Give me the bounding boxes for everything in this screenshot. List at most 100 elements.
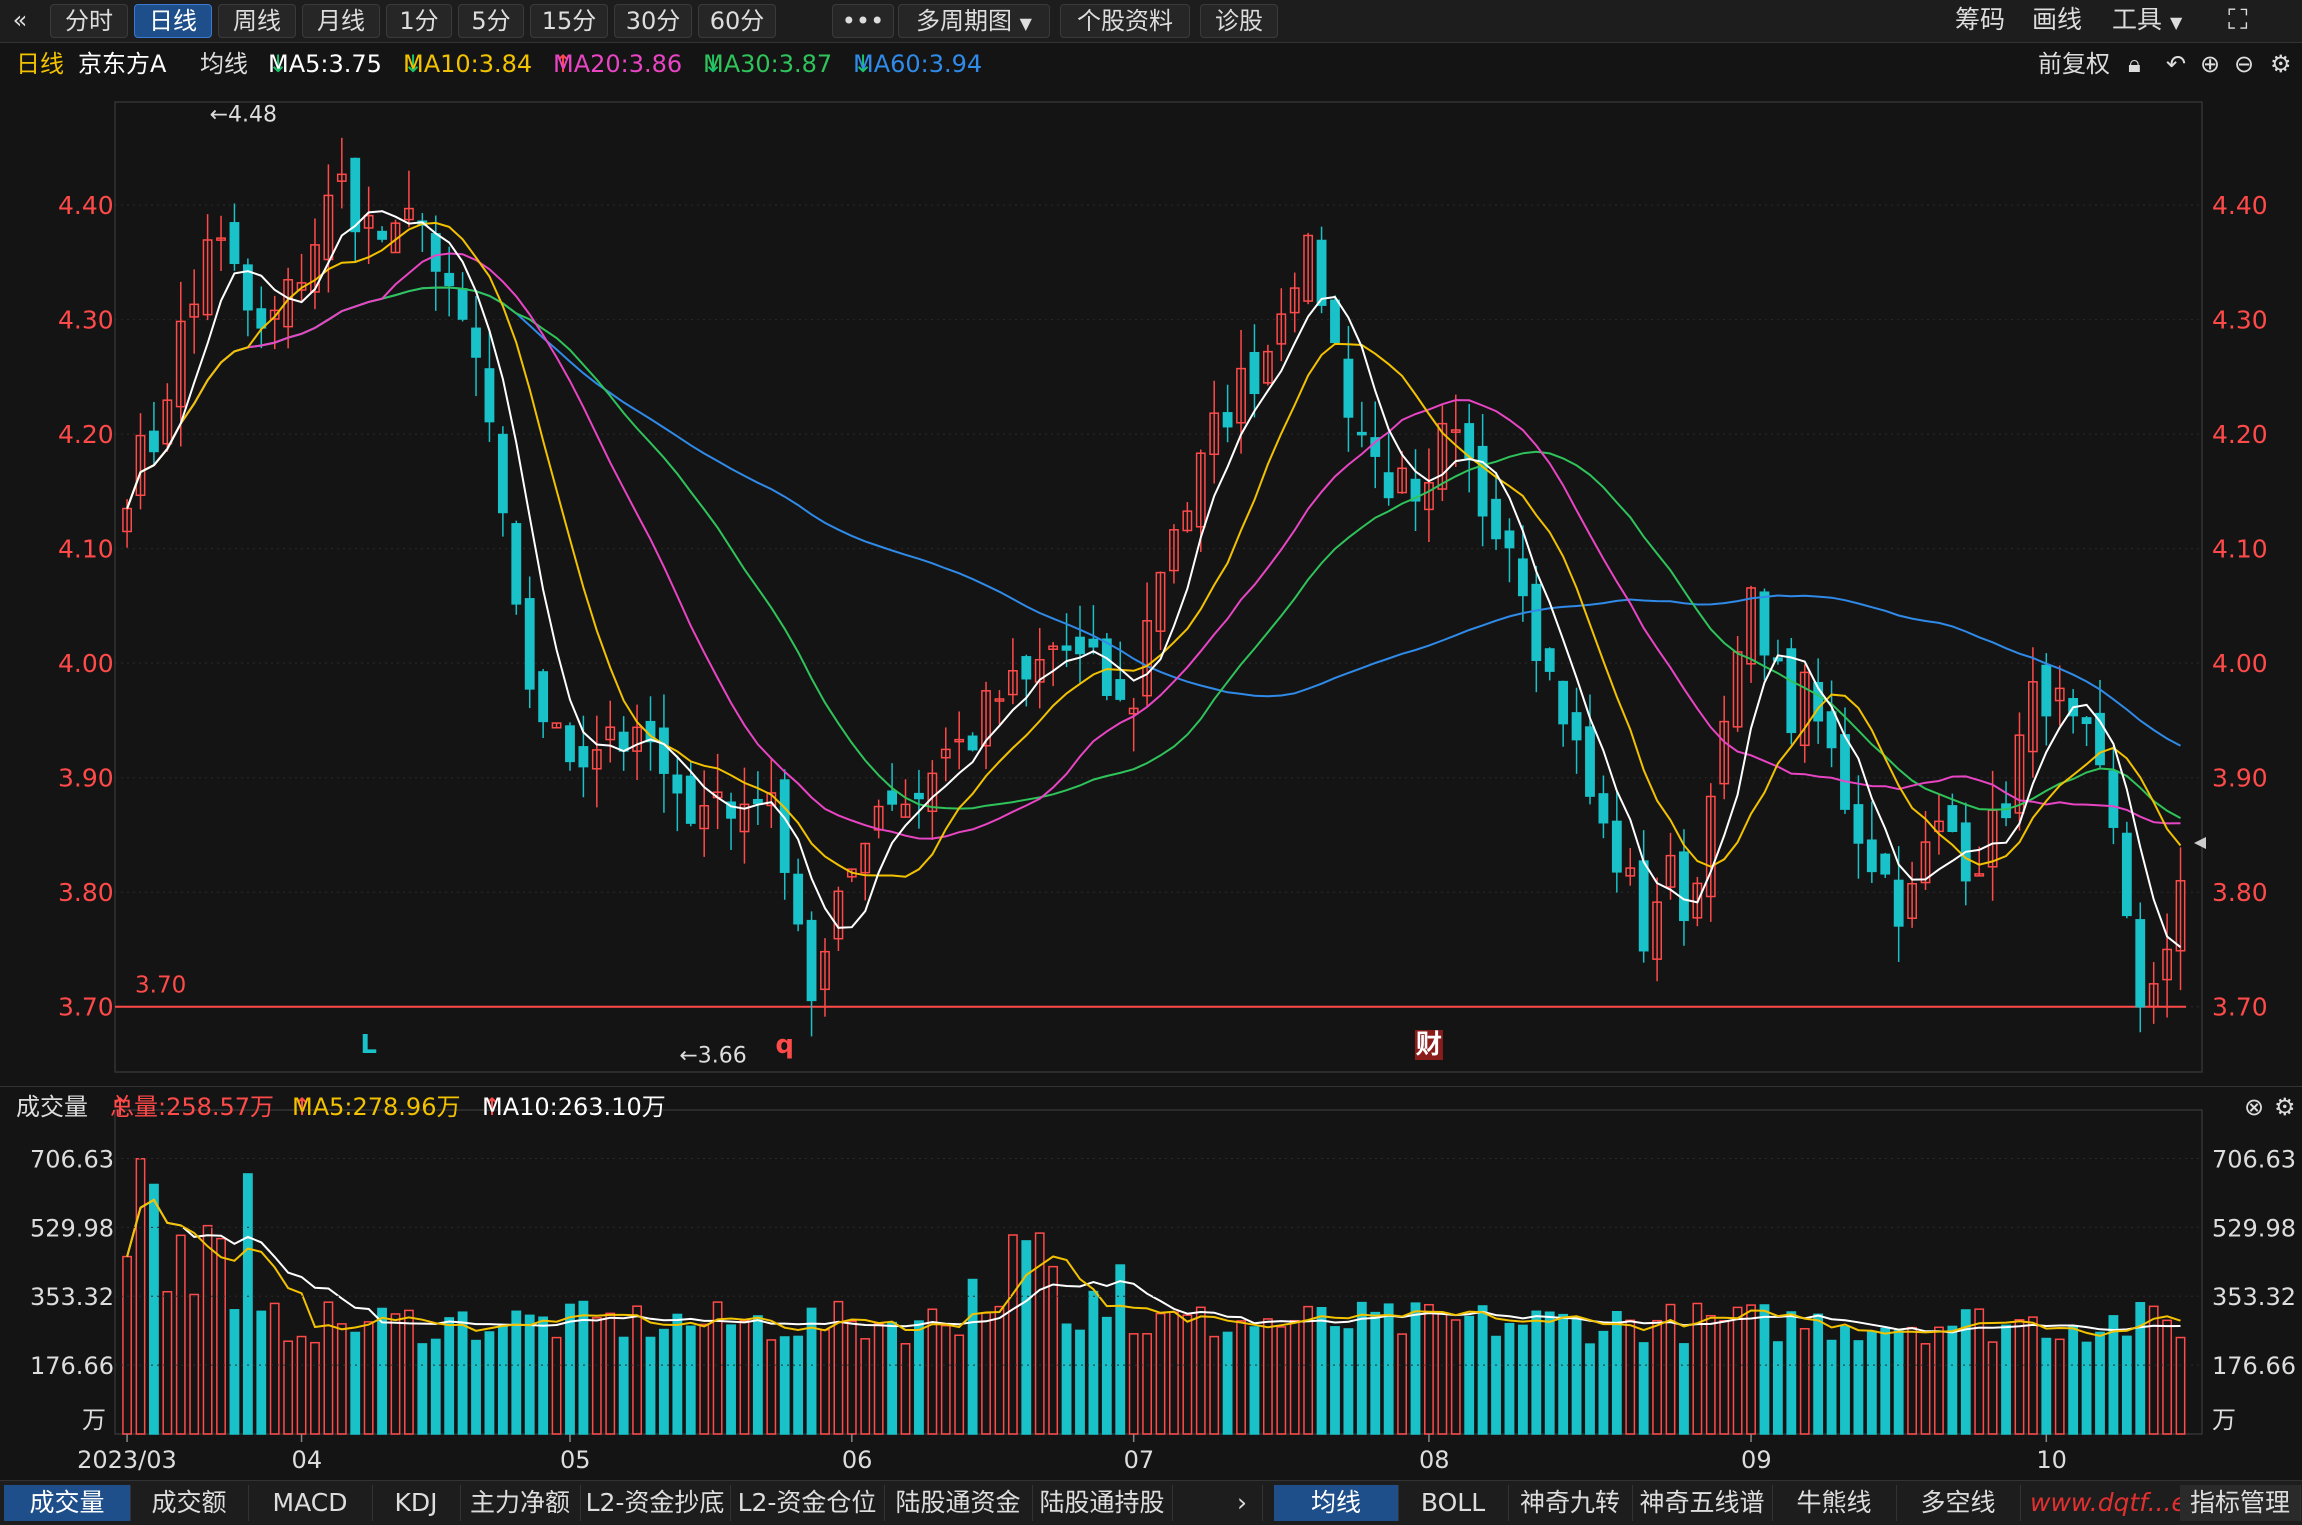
period-tab-8[interactable]: 60分 — [698, 4, 776, 38]
lock-icon[interactable]: 🔒︎ — [2128, 50, 2141, 78]
volume-bar — [1262, 1318, 1273, 1435]
candle-body — [779, 779, 790, 873]
volume-bar — [1088, 1290, 1099, 1435]
overlay-tab-4[interactable]: 牛熊线 — [1772, 1485, 1897, 1521]
volume-bar — [833, 1300, 844, 1435]
adjust-mode[interactable]: 前复权 — [2038, 50, 2110, 78]
candle-body — [1209, 412, 1220, 456]
indicator-tab-5[interactable]: L2-资金抄底 — [580, 1485, 731, 1521]
period-tab-7[interactable]: 30分 — [614, 4, 692, 38]
indicator-tab-3[interactable]: KDJ — [372, 1485, 461, 1521]
indicator-tab-6[interactable]: L2-资金仓位 — [730, 1485, 885, 1521]
candle-body — [524, 598, 535, 690]
volume-bar — [1007, 1234, 1018, 1435]
support-label: 3.70 — [135, 973, 186, 999]
volume-bar — [2081, 1341, 2092, 1435]
indicator-tab-7[interactable]: 陆股通资金 — [884, 1485, 1033, 1521]
multi-period-chart-button[interactable]: 多周期图 ▼ — [898, 4, 1050, 38]
chips-button[interactable]: 筹码 — [1955, 5, 2006, 34]
back-icon[interactable]: « — [12, 6, 28, 34]
candle-body — [538, 671, 549, 723]
overlay-tab-5[interactable]: 多空线 — [1896, 1485, 2021, 1521]
indicator-tab-4[interactable]: 主力净额 — [460, 1485, 581, 1521]
volume-bar — [551, 1336, 562, 1435]
volume-bar — [1746, 1304, 1756, 1435]
volume-bar — [1034, 1232, 1045, 1435]
volume-bar — [591, 1317, 602, 1435]
candle-body — [1075, 636, 1085, 655]
volume-bar — [1585, 1343, 1595, 1435]
stock-info-button[interactable]: 个股资料 — [1060, 4, 1190, 38]
volume-total: 总量:258.57万 ↑ — [110, 1087, 274, 1127]
volume-bar — [793, 1335, 804, 1435]
multi-period-label: 多周期图 — [916, 7, 1013, 35]
volume-bar — [471, 1339, 481, 1435]
candle-body — [981, 690, 991, 747]
candle-body — [1424, 482, 1434, 511]
ma30-text: MA30:3.87 — [703, 50, 833, 78]
overlay-tab-0[interactable]: 均线 — [1274, 1485, 1399, 1521]
overlay-tab-1[interactable]: BOLL — [1398, 1485, 1509, 1521]
indicator-tab-1[interactable]: 成交额 — [130, 1485, 249, 1521]
indicator-tab-8[interactable]: 陆股通持股 — [1032, 1485, 1173, 1521]
period-tab-2[interactable]: 周线 — [218, 4, 296, 38]
volume-bar — [162, 1290, 173, 1435]
zoom-out-icon[interactable]: ⊖ — [2234, 50, 2255, 78]
indicator-tab-2[interactable]: MACD — [248, 1485, 373, 1521]
volume-bar — [846, 1320, 857, 1435]
more-periods-button[interactable]: ••• — [832, 4, 894, 38]
ma-label[interactable]: 均线 — [200, 50, 248, 78]
candle-body — [1316, 239, 1327, 306]
tabs-scroll-right-icon[interactable]: › — [1222, 1485, 1263, 1521]
volume-bar — [175, 1234, 186, 1435]
tools-button[interactable]: 工具 ▼ — [2112, 4, 2182, 36]
period-tab-5[interactable]: 5分 — [458, 4, 524, 38]
volume-bar — [242, 1173, 253, 1435]
volume-bar — [632, 1305, 642, 1435]
overlay-tab-3[interactable]: 神奇五线谱 — [1632, 1485, 1773, 1521]
fullscreen-icon[interactable]: ⛶ — [2228, 3, 2248, 36]
event-marker: q — [775, 1030, 794, 1060]
indicator-manage-button[interactable]: 指标管理 — [2180, 1485, 2301, 1521]
volume-bar — [914, 1320, 924, 1435]
close-icon[interactable]: ⊗ — [2244, 1093, 2265, 1121]
volume-bar — [578, 1300, 589, 1435]
candle-body — [1880, 853, 1891, 875]
period-tab-0[interactable]: 分时 — [50, 4, 128, 38]
overlay-tab-2[interactable]: 神奇九转 — [1508, 1485, 1633, 1521]
volume-bar — [1491, 1335, 1501, 1435]
volume-bar — [1477, 1305, 1488, 1435]
volume-bar — [1383, 1303, 1394, 1435]
settings-gear-icon[interactable]: ⚙ — [2274, 1093, 2296, 1121]
volume-bar — [1169, 1311, 1179, 1435]
draw-line-button[interactable]: 画线 — [2032, 5, 2083, 34]
volume-bar — [1732, 1306, 1743, 1435]
diagnose-button[interactable]: 诊股 — [1200, 4, 1278, 38]
volume-bar — [1907, 1326, 1918, 1435]
indicator-tab-0[interactable]: 成交量 — [4, 1485, 131, 1521]
volume-bar — [873, 1323, 884, 1435]
period-tab-3[interactable]: 月线 — [302, 4, 380, 38]
candle-body — [323, 194, 334, 261]
high-annotation: ←4.48 — [210, 102, 277, 127]
candle-body — [820, 950, 830, 991]
period-tab-6[interactable]: 15分 — [530, 4, 608, 38]
volume-bar — [779, 1336, 790, 1435]
period-tab-4[interactable]: 1分 — [386, 4, 452, 38]
volume-bar — [766, 1339, 777, 1435]
kline-chart[interactable]: 4.40 4.40 4.30 4.30 4.20 4.20 4.10 4.10 4.00 4.00… — [0, 86, 2302, 1480]
undo-icon[interactable]: ↶ — [2166, 50, 2187, 78]
price-tick-left: 3.70 — [58, 993, 114, 1022]
candle-body — [363, 214, 374, 229]
candle-body — [1007, 669, 1018, 696]
volume-bar — [752, 1315, 763, 1435]
zoom-in-icon[interactable]: ⊕ — [2200, 50, 2221, 78]
event-marker-bg — [1414, 1030, 1443, 1060]
volume-bar — [1947, 1325, 1958, 1435]
price-tick-right: 4.40 — [2212, 191, 2268, 220]
period-tab-1[interactable]: 日线 — [134, 4, 212, 38]
candle-body — [1840, 734, 1850, 810]
settings-gear-icon[interactable]: ⚙ — [2270, 50, 2292, 78]
candle-body — [1611, 820, 1622, 873]
candle-body — [430, 233, 441, 272]
